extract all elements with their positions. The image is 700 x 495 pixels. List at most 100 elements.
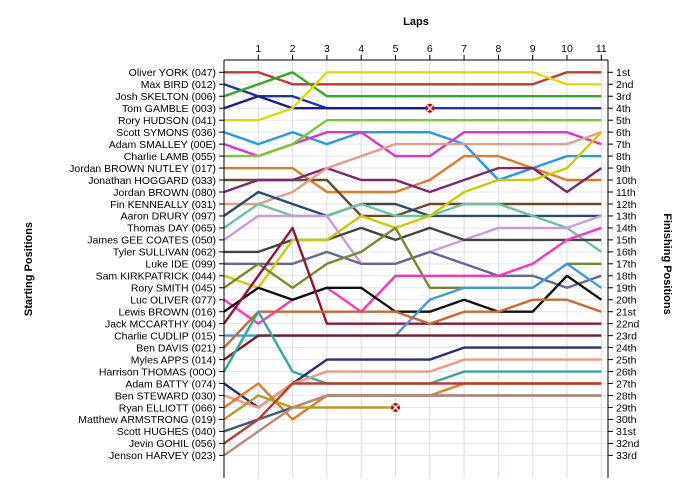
series-line	[223, 382, 602, 445]
finishing-position-label: 27th	[616, 378, 637, 390]
x-tick-label: 1	[255, 43, 261, 55]
finishing-position-label: 2nd	[616, 79, 634, 91]
series-line	[223, 358, 602, 409]
finishing-position-label: 30th	[616, 414, 637, 426]
dnf-marker	[425, 103, 435, 113]
x-tick-label: 11	[596, 43, 607, 55]
finishing-position-label: 21st	[616, 307, 636, 319]
series-line	[223, 202, 602, 253]
series-line	[224, 131, 602, 206]
dnf-marker	[391, 402, 400, 412]
starting-position-label: Adam SMALLEY (00E)	[109, 139, 216, 151]
labels: 1 2 3 4 5 6 7 8 9 10 11 Oliver YORK (047)Max BIRD (…	[69, 43, 639, 462]
starting-position-label: Jordan BROWN (080)	[113, 187, 216, 199]
starting-position-label: Rory HUDSON (041)	[118, 115, 216, 127]
left-axis-title: Starting Positions	[23, 222, 35, 316]
starting-position-label: Sam KIRKPATRICK (044)	[96, 271, 216, 283]
finishing-position-label: 25th	[616, 354, 637, 366]
starting-position-label: Tyler SULLIVAN (062)	[113, 247, 216, 259]
starting-position-label: Adam BATTY (074)	[125, 378, 216, 390]
series-line	[224, 118, 602, 158]
starting-position-label: Scott SYMONS (036)	[116, 127, 216, 139]
series-line	[223, 131, 603, 289]
starting-position-label: Thomas DAY (065)	[127, 223, 216, 235]
x-axis-title: Laps	[403, 16, 429, 28]
x-tick-label: 7	[461, 43, 467, 55]
starting-position-label: Oliver YORK (047)	[129, 67, 216, 79]
x-tick-label: 2	[290, 43, 296, 55]
finishing-position-label: 31st	[616, 426, 636, 438]
starting-position-label: Jevin GOHIL (056)	[129, 438, 216, 450]
series-line	[223, 226, 602, 325]
finishing-position-label: 3rd	[616, 91, 631, 103]
finishing-position-label: 16th	[616, 247, 637, 259]
dnf-marker-cross	[392, 403, 399, 411]
finishing-position-label: 14th	[616, 223, 637, 235]
dnf-marker-cross	[426, 104, 434, 112]
starting-position-label: Matthew ARMSTRONG (019)	[78, 414, 216, 426]
finishing-position-label: 19th	[616, 283, 637, 295]
finishing-position-label: 8th	[616, 151, 631, 163]
finishing-position-label: 11th	[616, 187, 636, 199]
starting-position-label: James GEE COATES (050)	[87, 235, 216, 247]
starting-position-label: Luke IDE (099)	[145, 259, 216, 271]
starting-position-label: Ben STEWARD (030)	[115, 390, 216, 402]
starting-position-label: Josh SKELTON (006)	[115, 91, 216, 103]
finishing-position-label: 33rd	[616, 450, 637, 462]
starting-position-label: Jonathan HOGGARD (033)	[88, 175, 216, 187]
finishing-position-label: 29th	[616, 402, 637, 414]
series-line	[223, 190, 602, 218]
x-tick-label: 8	[495, 43, 501, 55]
series-line	[223, 226, 602, 325]
right-axis-title: Finishing Positions	[661, 213, 673, 314]
starting-position-label: Charlie CUDLIP (015)	[114, 330, 216, 342]
series-lines	[222, 71, 603, 457]
finishing-position-label: 5th	[616, 115, 631, 127]
series-line	[223, 94, 430, 110]
starting-position-label: Luc OLIVER (077)	[130, 295, 216, 307]
series-line	[224, 71, 602, 86]
finishing-position-label: 15th	[616, 235, 637, 247]
starting-position-label: Max BIRD (012)	[141, 79, 216, 91]
starting-position-label: Fin KENNEALLY (031)	[110, 199, 216, 211]
series-line	[224, 71, 602, 122]
series-line	[223, 334, 602, 361]
series-line	[223, 394, 396, 421]
finishing-position-label: 6th	[616, 127, 631, 139]
finishing-position-label: 23rd	[616, 330, 637, 342]
starting-position-label: Ryan ELLIOTT (066)	[119, 402, 216, 414]
starting-position-label: Scott HUGHES (040)	[117, 426, 216, 438]
finishing-position-label: 10th	[616, 175, 637, 187]
series-line	[223, 71, 602, 98]
x-tick-label: 6	[427, 43, 433, 55]
starting-position-label: Harrison THOMAS (00O)	[99, 366, 216, 378]
series-line	[224, 226, 602, 254]
starting-position-label: Lewis BROWN (016)	[119, 307, 216, 319]
finishing-position-label: 18th	[616, 271, 637, 283]
starting-position-label: Charlie LAMB (055)	[124, 151, 216, 163]
finishing-position-label: 32nd	[616, 438, 640, 450]
finishing-position-label: 12th	[616, 199, 637, 211]
finishing-position-label: 1st	[616, 67, 630, 79]
finishing-position-label: 20th	[616, 295, 637, 307]
starting-position-label: Aaron DRURY (097)	[121, 211, 216, 223]
axes	[219, 55, 613, 478]
x-tick-label: 3	[324, 43, 330, 55]
finishing-position-label: 13th	[616, 211, 637, 223]
starting-position-label: Jordan BROWN NUTLEY (017)	[69, 163, 216, 175]
finishing-position-label: 4th	[616, 103, 631, 115]
x-tick-label: 10	[561, 43, 573, 55]
starting-position-label: Jenson HARVEY (023)	[109, 450, 216, 462]
finishing-position-label: 28th	[616, 390, 637, 402]
finishing-position-label: 7th	[616, 139, 631, 151]
series-line	[223, 298, 602, 349]
x-tick-label: 5	[393, 43, 399, 55]
series-line	[223, 394, 602, 457]
x-tick-label: 9	[530, 43, 536, 55]
finishing-position-label: 26th	[616, 366, 637, 378]
starting-position-label: Ben DAVIS (021)	[136, 342, 216, 354]
series-line	[223, 166, 602, 194]
starting-position-label: Jack MCCARTHY (004)	[105, 318, 216, 330]
